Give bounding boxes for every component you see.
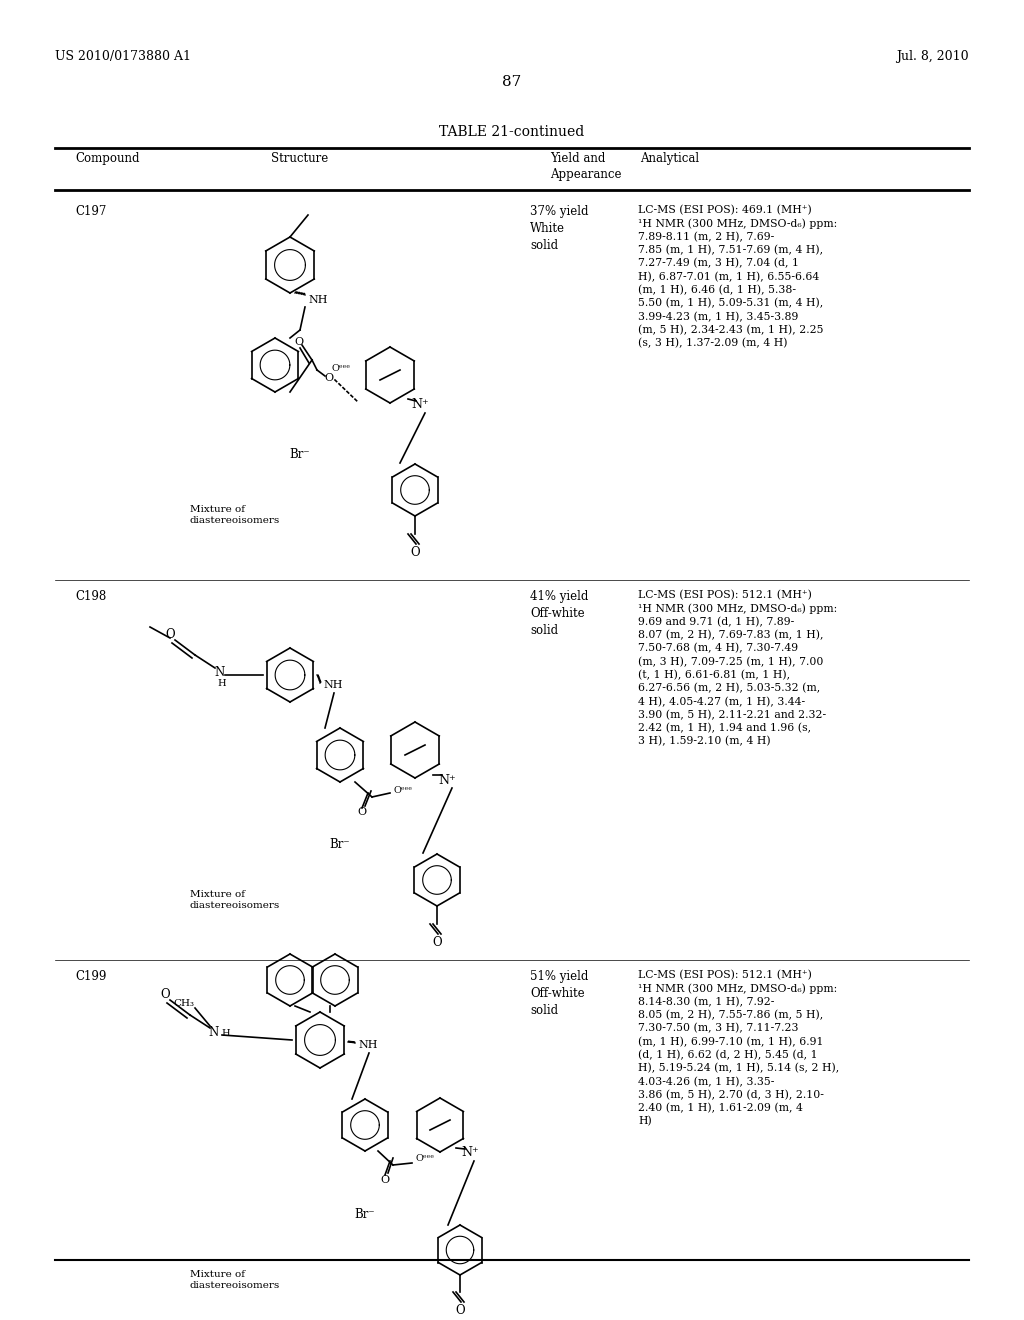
Text: 41% yield
Off-white
solid: 41% yield Off-white solid xyxy=(530,590,589,638)
Text: N⁺: N⁺ xyxy=(461,1147,479,1159)
Text: O: O xyxy=(357,807,367,817)
Text: Yield and: Yield and xyxy=(550,152,605,165)
Text: 51% yield
Off-white
solid: 51% yield Off-white solid xyxy=(530,970,589,1016)
Text: Structure: Structure xyxy=(271,152,329,165)
Text: O: O xyxy=(295,337,303,347)
Text: Mixture of
diastereoisomers: Mixture of diastereoisomers xyxy=(190,506,281,525)
Text: C197: C197 xyxy=(75,205,106,218)
Text: 87: 87 xyxy=(503,75,521,88)
Text: Compound: Compound xyxy=(75,152,139,165)
Text: Mixture of
diastereoisomers: Mixture of diastereoisomers xyxy=(190,1270,281,1290)
Text: Br⁻: Br⁻ xyxy=(330,838,350,851)
Text: Analytical: Analytical xyxy=(640,152,699,165)
Text: LC-MS (ESI POS): 469.1 (MH⁺)
¹H NMR (300 MHz, DMSO-d₆) ppm:
7.89-8.11 (m, 2 H), : LC-MS (ESI POS): 469.1 (MH⁺) ¹H NMR (300… xyxy=(638,205,838,348)
Text: LC-MS (ESI POS): 512.1 (MH⁺)
¹H NMR (300 MHz, DMSO-d₆) ppm:
8.14-8.30 (m, 1 H), : LC-MS (ESI POS): 512.1 (MH⁺) ¹H NMR (300… xyxy=(638,970,840,1126)
Text: 37% yield
White
solid: 37% yield White solid xyxy=(530,205,589,252)
Text: O: O xyxy=(160,989,170,1002)
Text: Br⁻: Br⁻ xyxy=(354,1209,376,1221)
Text: C198: C198 xyxy=(75,590,106,603)
Text: Appearance: Appearance xyxy=(550,168,622,181)
Text: O: O xyxy=(432,936,441,949)
Text: N⁺: N⁺ xyxy=(412,399,429,412)
Text: Br⁻: Br⁻ xyxy=(290,449,310,462)
Text: C199: C199 xyxy=(75,970,106,983)
Text: O: O xyxy=(325,374,334,383)
Text: CH₃: CH₃ xyxy=(173,998,194,1007)
Text: O: O xyxy=(381,1175,389,1185)
Text: O: O xyxy=(456,1304,465,1316)
Text: US 2010/0173880 A1: US 2010/0173880 A1 xyxy=(55,50,191,63)
Text: Oᵉᵉᵉ: Oᵉᵉᵉ xyxy=(415,1154,434,1163)
Text: H: H xyxy=(221,1028,230,1038)
Text: Mixture of
diastereoisomers: Mixture of diastereoisomers xyxy=(190,890,281,909)
Text: N: N xyxy=(209,1027,219,1040)
Text: Oᵉᵉᵉ: Oᵉᵉᵉ xyxy=(393,785,412,795)
Text: N⁺: N⁺ xyxy=(438,774,456,787)
Text: TABLE 21-continued: TABLE 21-continued xyxy=(439,125,585,139)
Text: Jul. 8, 2010: Jul. 8, 2010 xyxy=(896,50,969,63)
Text: N: N xyxy=(215,667,225,680)
Text: NH: NH xyxy=(308,294,328,305)
Text: NH: NH xyxy=(358,1040,378,1049)
Text: H: H xyxy=(218,678,226,688)
Text: Oᵉᵉᵉ: Oᵉᵉᵉ xyxy=(331,364,350,374)
Text: O: O xyxy=(411,545,420,558)
Text: LC-MS (ESI POS): 512.1 (MH⁺)
¹H NMR (300 MHz, DMSO-d₆) ppm:
9.69 and 9.71 (d, 1 : LC-MS (ESI POS): 512.1 (MH⁺) ¹H NMR (300… xyxy=(638,590,838,747)
Text: O: O xyxy=(165,628,175,642)
Text: NH: NH xyxy=(323,680,342,690)
